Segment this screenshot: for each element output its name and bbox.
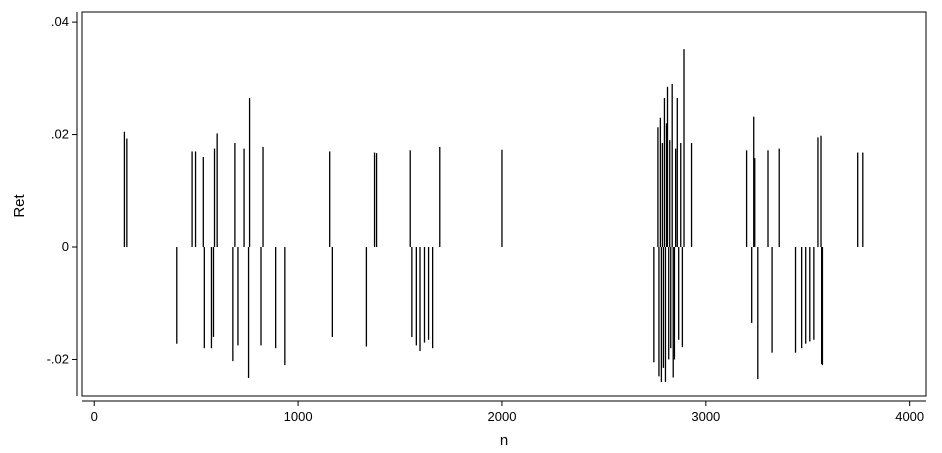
plot-frame — [81, 11, 927, 397]
x-tick-label: 0 — [91, 409, 98, 424]
x-tick-label: 2000 — [488, 409, 517, 424]
y-axis-title: Ret — [11, 193, 28, 217]
x-axis-title: n — [500, 432, 508, 449]
y-axis: -.02 0 .02 .04 — [47, 12, 78, 396]
y-tick-label: 0 — [62, 239, 69, 254]
spike-series — [123, 49, 864, 382]
x-tick-label: 4000 — [895, 409, 924, 424]
x-tick-label: 3000 — [691, 409, 720, 424]
y-tick-label: -.02 — [47, 351, 69, 366]
y-tick-label: .02 — [51, 127, 69, 142]
x-tick-label: 1000 — [284, 409, 313, 424]
y-tick-label: .04 — [51, 14, 69, 29]
x-axis: 0 1000 2000 3000 4000 — [82, 400, 926, 424]
